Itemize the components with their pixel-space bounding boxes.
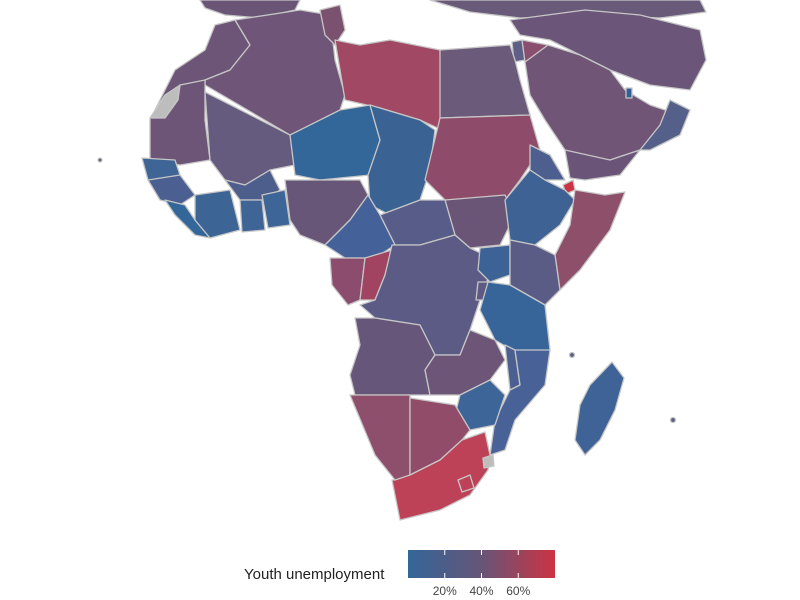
- region-eritrea: [529, 144, 566, 181]
- africa-choropleth-map: [97, 0, 707, 521]
- region-uganda: [477, 244, 511, 283]
- region-ghana: [239, 199, 266, 233]
- legend-color-bar: [408, 550, 555, 578]
- region-lesotho: [457, 474, 475, 493]
- region-namibia: [349, 394, 411, 481]
- region-mauritania: [149, 79, 211, 166]
- legend-tick-label: 40%: [469, 584, 494, 598]
- legend-tick-labels: 20% 40% 60%: [408, 584, 555, 600]
- region-zambia: [424, 329, 506, 396]
- region-gabon-eq-guinea: [329, 257, 366, 306]
- region-cote-divoire: [194, 189, 241, 239]
- region-south-africa: [391, 431, 491, 521]
- legend-title: Youth unemployment: [244, 566, 385, 583]
- region-madagascar: [574, 361, 625, 456]
- region-island-cape-verde: [97, 157, 103, 163]
- legend-tick-label: 60%: [506, 584, 531, 598]
- region-angola: [349, 317, 436, 396]
- region-mozambique: [489, 349, 551, 456]
- region-oman: [639, 99, 691, 151]
- legend-tick-label: 20%: [432, 584, 457, 598]
- region-yemen: [564, 149, 641, 181]
- region-guinea: [147, 174, 196, 206]
- region-qatar: [625, 87, 633, 99]
- region-island-comoros: [568, 351, 576, 359]
- region-somalia: [554, 189, 626, 291]
- region-turkey-levant: [509, 9, 707, 91]
- region-eswatini: [482, 454, 495, 469]
- region-togo-benin: [261, 189, 291, 229]
- region-tunisia: [319, 4, 346, 46]
- color-legend: Youth unemployment 20% 40% 60%: [240, 546, 580, 600]
- region-island-mauritius: [669, 416, 677, 424]
